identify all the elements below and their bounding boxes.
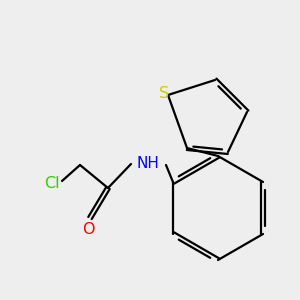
- Text: Cl: Cl: [44, 176, 60, 190]
- Text: NH: NH: [136, 155, 159, 170]
- Text: S: S: [159, 86, 169, 101]
- Text: O: O: [82, 223, 94, 238]
